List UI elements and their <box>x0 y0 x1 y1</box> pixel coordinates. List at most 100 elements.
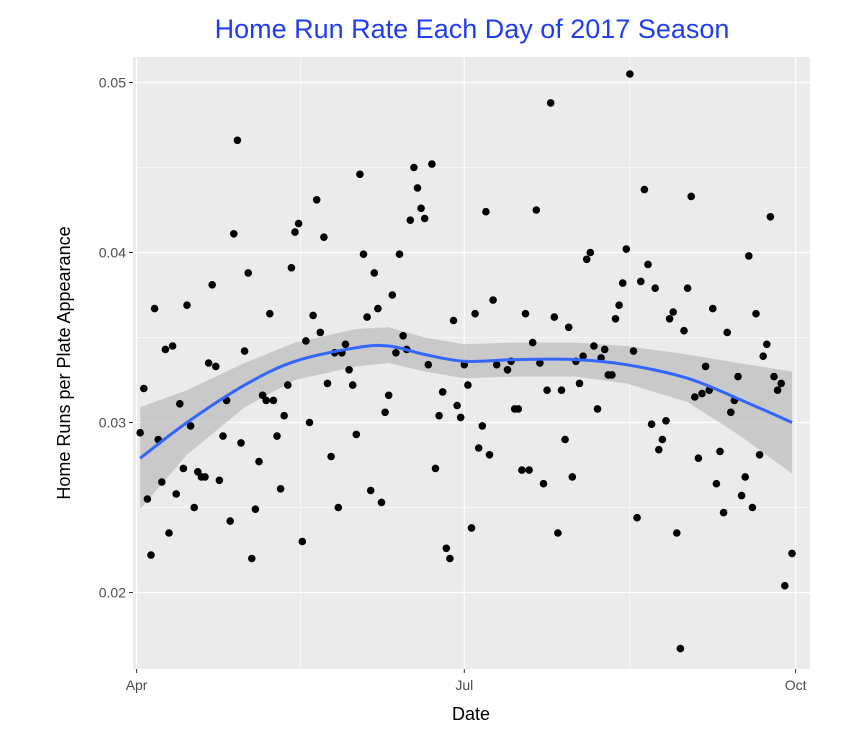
data-point <box>273 432 281 440</box>
data-point <box>172 490 180 498</box>
data-point <box>474 444 483 452</box>
data-point <box>438 388 447 396</box>
data-point <box>302 337 310 345</box>
data-point <box>323 379 332 388</box>
data-point <box>518 466 526 474</box>
data-point <box>582 255 591 264</box>
data-point <box>471 309 479 318</box>
data-point <box>662 417 670 425</box>
data-point <box>521 309 530 318</box>
data-point <box>482 207 490 216</box>
chart-title: Home Run Rate Each Day of 2017 Season <box>215 14 730 44</box>
y-axis-ticks: 0.02 0.03 0.04 0.05 <box>99 75 133 601</box>
data-point <box>554 529 562 537</box>
data-point <box>759 352 767 361</box>
data-point <box>399 332 407 340</box>
data-point <box>244 269 252 277</box>
data-point <box>734 372 742 381</box>
data-point <box>676 644 685 653</box>
data-point <box>294 219 303 228</box>
data-point <box>701 362 710 371</box>
data-point <box>395 250 404 258</box>
data-point <box>727 408 735 417</box>
data-point <box>449 316 458 325</box>
data-point <box>377 498 386 507</box>
data-point <box>615 301 623 310</box>
data-point <box>745 252 753 260</box>
data-point <box>406 216 415 224</box>
data-point <box>291 228 299 236</box>
data-point <box>691 393 699 401</box>
data-point <box>629 347 638 355</box>
data-point <box>536 359 544 367</box>
data-point <box>183 301 191 310</box>
data-point <box>165 529 173 537</box>
data-point <box>546 99 555 107</box>
points-layer <box>136 70 796 653</box>
data-point <box>748 503 757 512</box>
data-point <box>478 422 487 430</box>
data-point <box>492 360 501 369</box>
data-point <box>327 452 335 461</box>
data-point <box>284 381 292 389</box>
data-point <box>266 309 274 318</box>
data-point <box>237 439 245 447</box>
confidence-band <box>140 327 792 510</box>
data-point <box>370 269 379 277</box>
y-tick-label: 0.02 <box>99 585 126 601</box>
data-point <box>741 473 749 481</box>
data-point <box>424 360 433 369</box>
data-point <box>618 279 627 287</box>
data-point <box>626 70 634 78</box>
data-point <box>568 473 577 481</box>
data-point <box>219 432 227 440</box>
data-point <box>305 418 314 427</box>
data-point <box>186 422 195 430</box>
data-point <box>716 447 724 456</box>
data-point <box>590 342 598 350</box>
data-point <box>359 250 368 258</box>
x-axis-ticks: Apr Jul Oct <box>126 669 807 693</box>
data-point <box>687 192 695 201</box>
confidence-band-layer <box>140 327 792 510</box>
data-point <box>417 204 425 213</box>
data-point <box>709 304 717 313</box>
data-point <box>647 420 656 429</box>
data-point <box>489 296 497 304</box>
data-point <box>334 503 343 512</box>
data-point <box>381 408 389 417</box>
data-point <box>485 451 494 459</box>
data-point <box>683 284 692 293</box>
data-point <box>766 213 775 221</box>
data-point <box>212 362 220 371</box>
data-point <box>388 291 397 299</box>
data-point <box>431 464 440 473</box>
data-point <box>276 485 285 493</box>
data-point <box>312 196 321 204</box>
data-point <box>147 551 155 559</box>
data-point <box>752 309 760 318</box>
y-tick-label: 0.03 <box>99 415 126 431</box>
data-point <box>453 401 461 410</box>
data-point <box>446 554 454 563</box>
data-point <box>593 405 602 413</box>
data-point <box>737 491 746 500</box>
y-tick-label: 0.04 <box>99 245 126 261</box>
data-point <box>600 345 609 354</box>
data-point <box>230 230 238 238</box>
data-point <box>456 413 465 422</box>
data-point <box>363 313 371 321</box>
data-point <box>158 478 166 486</box>
data-point <box>428 160 436 168</box>
y-axis-title: Home Runs per Plate Appearance <box>54 226 74 499</box>
data-point <box>356 170 364 179</box>
data-point <box>176 400 184 408</box>
data-point <box>550 313 559 321</box>
data-point <box>622 245 631 253</box>
data-point <box>644 260 652 269</box>
x-axis-title: Date <box>452 704 490 724</box>
data-point <box>179 464 188 473</box>
data-point <box>651 284 659 293</box>
data-point <box>345 366 353 374</box>
data-point <box>208 281 216 289</box>
